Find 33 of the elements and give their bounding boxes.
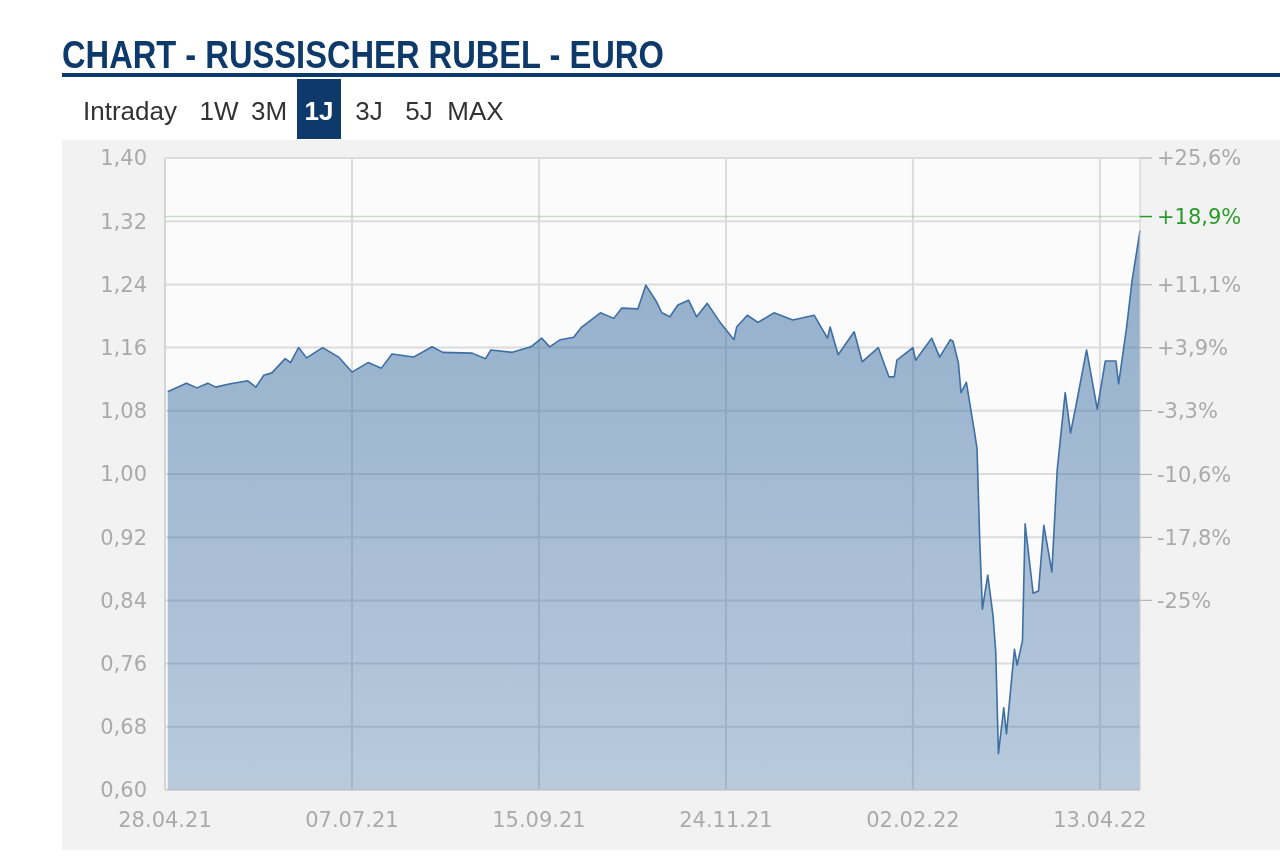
y-tick-label: 1,16 (100, 335, 147, 360)
text: 5J (405, 96, 433, 126)
y-tick-label: 0,60 (100, 778, 147, 803)
y-tick-label: 1,24 (100, 272, 147, 297)
text: 3J (355, 96, 383, 126)
y-tick-label: 0,92 (100, 525, 147, 550)
y-tick-label: 0,84 (100, 588, 147, 613)
y-tick-label: 0,68 (100, 715, 147, 740)
chart-title: CHART - RUSSISCHER RUBEL - EURO (62, 33, 664, 77)
y-tick-label: 1,00 (100, 462, 147, 487)
y-tick-label: 1,40 (100, 146, 147, 171)
y2-tick-label: -25% (1157, 588, 1212, 613)
text: MAX (447, 96, 504, 126)
text: 3M (250, 96, 288, 126)
y-tick-label: 1,32 (100, 209, 147, 234)
y2-tick-label: +11,1% (1157, 273, 1242, 298)
text: Intraday (83, 96, 177, 126)
y2-tick-label: +25,6% (1157, 146, 1242, 171)
y2-tick-label: -3,3% (1157, 398, 1218, 423)
y2-tick-label: -10,6% (1157, 462, 1232, 487)
y-tick-label: 1,08 (100, 399, 147, 424)
y2-tick-label: -17,8% (1157, 525, 1232, 550)
text: 1J (304, 96, 334, 126)
x-tick-label: 15.09.21 (492, 808, 586, 832)
y2-tick-label: +3,9% (1157, 336, 1228, 361)
text: 1W (199, 96, 239, 126)
x-tick-label: 07.07.21 (305, 808, 399, 832)
x-tick-label: 02.02.22 (866, 808, 960, 832)
ref-line-label: +18,9% (1157, 204, 1242, 229)
x-tick-label: 24.11.21 (679, 808, 773, 832)
x-tick-label: 28.04.21 (118, 808, 212, 832)
y-tick-label: 0,76 (100, 651, 147, 676)
x-tick-label: 13.04.22 (1053, 808, 1147, 832)
